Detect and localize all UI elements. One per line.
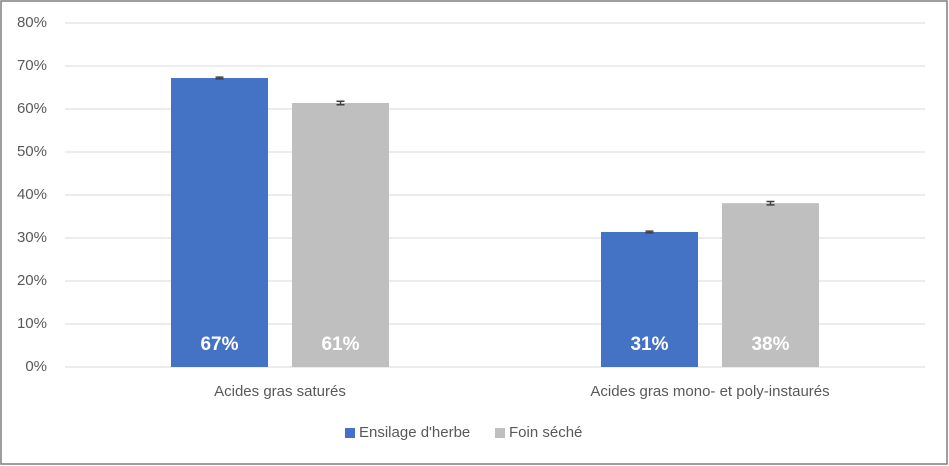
error-bar xyxy=(645,230,654,234)
legend-swatch xyxy=(345,428,355,438)
y-tick-label: 20% xyxy=(17,272,47,289)
error-bar xyxy=(766,200,775,206)
y-tick-label: 10% xyxy=(17,315,47,332)
y-tick-label: 40% xyxy=(17,186,47,203)
data-label: 38% xyxy=(751,334,789,355)
y-tick-label: 0% xyxy=(25,358,47,375)
y-tick-label: 60% xyxy=(17,100,47,117)
legend-label: Ensilage d'herbe xyxy=(359,424,470,441)
data-label: 61% xyxy=(321,334,359,355)
bar xyxy=(601,231,698,367)
y-tick-label: 50% xyxy=(17,143,47,160)
data-label: 67% xyxy=(200,334,238,355)
bar xyxy=(292,102,389,367)
y-tick-label: 30% xyxy=(17,229,47,246)
legend-label: Foin séché xyxy=(509,424,582,441)
data-label: 31% xyxy=(630,334,668,355)
bar xyxy=(722,203,819,367)
y-tick-label: 80% xyxy=(17,14,47,31)
error-bar xyxy=(336,100,345,106)
x-tick-label: Acides gras saturés xyxy=(214,383,346,400)
legend-swatch xyxy=(495,428,505,438)
bar xyxy=(171,78,268,367)
error-bar xyxy=(215,76,224,80)
y-tick-label: 70% xyxy=(17,57,47,74)
x-tick-label: Acides gras mono- et poly-instaurés xyxy=(590,383,829,400)
